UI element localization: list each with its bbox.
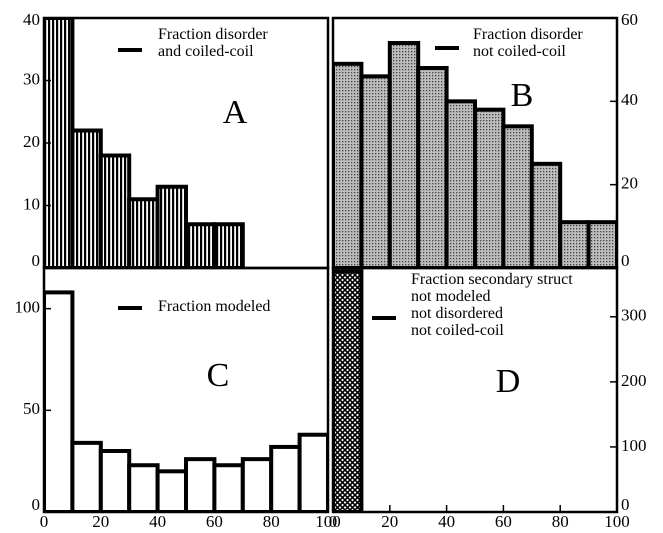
bar bbox=[333, 61, 364, 268]
bar bbox=[70, 128, 103, 268]
y-tick-label: 50 bbox=[23, 399, 40, 418]
legend-label: Fraction secondary struct not modeled no… bbox=[411, 271, 573, 339]
bar bbox=[333, 269, 364, 512]
legend-box: Fraction disorder not coiled-coil bbox=[473, 26, 583, 60]
x-tick-label: 60 bbox=[206, 512, 223, 531]
x-tick-label: 100 bbox=[315, 512, 341, 531]
x-tick-label: 60 bbox=[495, 512, 512, 531]
bar bbox=[240, 457, 274, 512]
bar bbox=[184, 457, 217, 512]
y-tick-label: 100 bbox=[621, 436, 647, 455]
x-tick-label: 20 bbox=[92, 512, 109, 531]
bar bbox=[98, 153, 132, 268]
x-tick-label: 20 bbox=[381, 512, 398, 531]
bar bbox=[359, 74, 392, 268]
plot-area bbox=[44, 18, 245, 268]
y-tick-label: 0 bbox=[32, 251, 41, 270]
legend-box: Fraction disorder and coiled-coil bbox=[158, 26, 268, 60]
y-tick-label: 30 bbox=[23, 69, 40, 88]
bar bbox=[184, 222, 217, 268]
bar bbox=[269, 444, 302, 512]
bar bbox=[155, 469, 189, 512]
y-tick-label: 60 bbox=[621, 10, 638, 29]
bar bbox=[98, 449, 132, 512]
bar bbox=[155, 184, 189, 268]
plot-area bbox=[44, 290, 328, 512]
bar bbox=[70, 440, 103, 512]
y-tick-label: 20 bbox=[23, 132, 40, 151]
y-tick-label: 100 bbox=[15, 298, 41, 317]
panel-label: B bbox=[511, 77, 534, 114]
frame bbox=[42, 266, 330, 514]
bar bbox=[473, 107, 506, 268]
bar bbox=[44, 290, 75, 512]
y-tick-label: 40 bbox=[23, 10, 40, 29]
bar bbox=[416, 66, 449, 268]
panel-label: D bbox=[496, 363, 521, 400]
bar bbox=[127, 197, 160, 268]
y-tick-label: 300 bbox=[621, 306, 647, 325]
plot-area bbox=[333, 41, 617, 268]
x-tick-label: 40 bbox=[438, 512, 455, 531]
x-tick-label: 0 bbox=[329, 512, 338, 531]
bar bbox=[558, 220, 591, 268]
y-tick-label: 10 bbox=[23, 194, 40, 213]
y-tick-label: 200 bbox=[621, 371, 647, 390]
panel-label: C bbox=[207, 357, 230, 394]
bar bbox=[297, 432, 328, 512]
y-tick-label: 40 bbox=[621, 90, 638, 109]
x-tick-label: 80 bbox=[263, 512, 280, 531]
y-tick-label: 20 bbox=[621, 174, 638, 193]
bar bbox=[529, 161, 563, 268]
bar bbox=[501, 124, 534, 268]
x-tick-label: 40 bbox=[149, 512, 166, 531]
x-tick-label: 80 bbox=[552, 512, 569, 531]
y-tick-label: 0 bbox=[32, 495, 41, 514]
y-tick-label: 0 bbox=[621, 495, 630, 514]
bar bbox=[212, 463, 245, 512]
bar bbox=[444, 99, 478, 268]
frame bbox=[331, 266, 619, 514]
legend-box: Fraction modeled bbox=[158, 298, 271, 315]
legend-label: Fraction disorder and coiled-coil bbox=[158, 26, 268, 60]
legend-box: Fraction secondary struct not modeled no… bbox=[411, 271, 573, 339]
panel-label: A bbox=[223, 94, 248, 131]
x-tick-label: 100 bbox=[604, 512, 630, 531]
legend-label: Fraction disorder not coiled-coil bbox=[473, 26, 583, 60]
y-tick-label: 0 bbox=[621, 251, 630, 270]
bar bbox=[387, 41, 421, 268]
bar bbox=[586, 220, 617, 268]
bar bbox=[212, 222, 245, 268]
bar bbox=[127, 463, 160, 512]
x-tick-label: 0 bbox=[40, 512, 49, 531]
legend-label: Fraction modeled bbox=[158, 298, 271, 315]
plot-area bbox=[333, 269, 364, 512]
